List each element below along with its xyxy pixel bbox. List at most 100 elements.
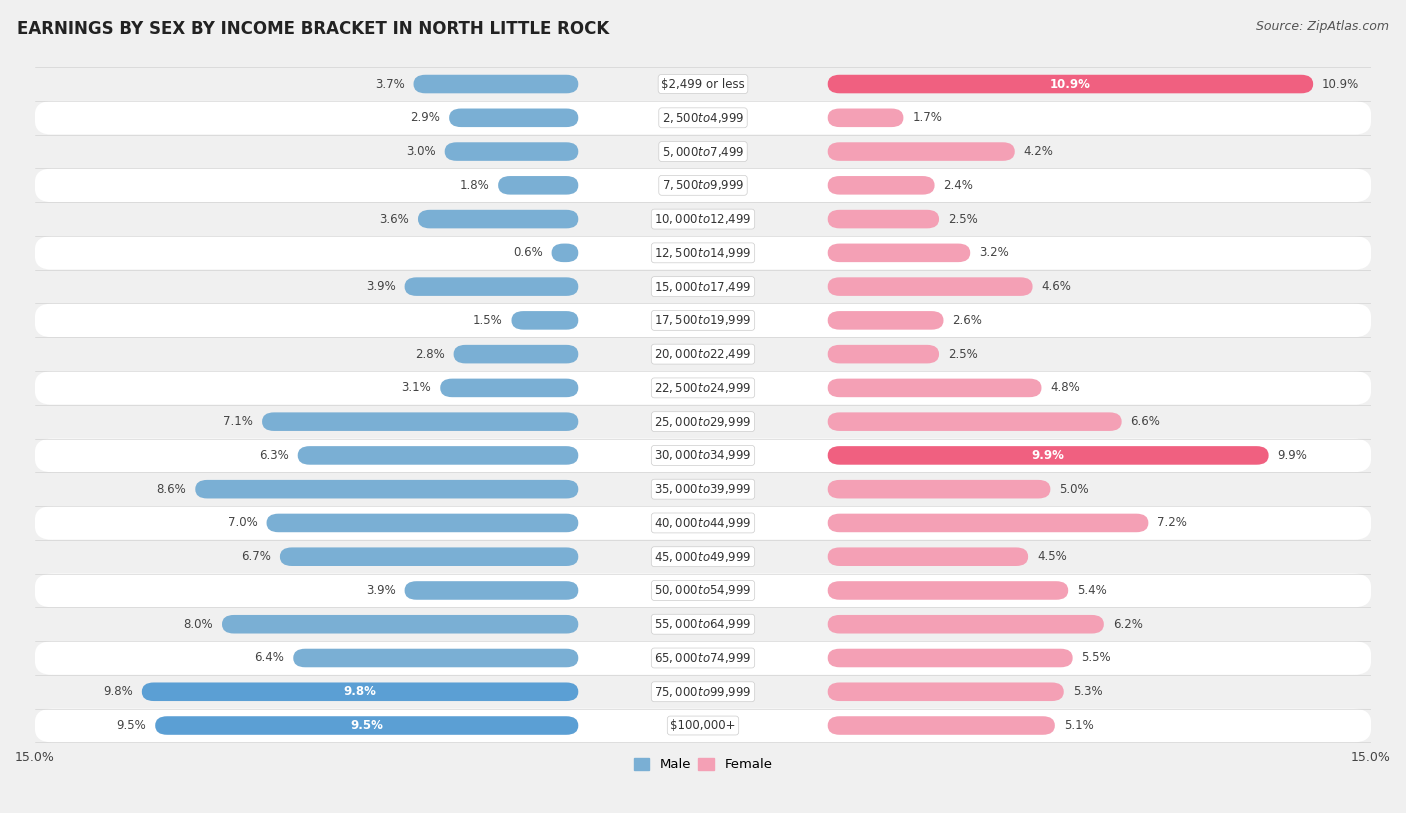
- FancyBboxPatch shape: [828, 108, 904, 127]
- Text: $2,500 to $4,999: $2,500 to $4,999: [662, 111, 744, 125]
- Text: $30,000 to $34,999: $30,000 to $34,999: [654, 449, 752, 463]
- FancyBboxPatch shape: [828, 649, 1073, 667]
- FancyBboxPatch shape: [267, 514, 578, 533]
- Legend: Male, Female: Male, Female: [628, 753, 778, 776]
- FancyBboxPatch shape: [498, 176, 578, 194]
- Text: 8.6%: 8.6%: [156, 483, 187, 496]
- FancyBboxPatch shape: [35, 506, 1371, 540]
- FancyBboxPatch shape: [35, 709, 1371, 742]
- FancyBboxPatch shape: [828, 345, 939, 363]
- FancyBboxPatch shape: [828, 379, 1042, 398]
- Text: $5,000 to $7,499: $5,000 to $7,499: [662, 145, 744, 159]
- Text: $7,500 to $9,999: $7,500 to $9,999: [662, 178, 744, 193]
- Text: 4.5%: 4.5%: [1038, 550, 1067, 563]
- FancyBboxPatch shape: [512, 311, 578, 329]
- Text: 3.0%: 3.0%: [406, 145, 436, 158]
- Text: 7.1%: 7.1%: [224, 415, 253, 428]
- Text: 4.6%: 4.6%: [1042, 280, 1071, 293]
- FancyBboxPatch shape: [280, 547, 578, 566]
- Text: 2.5%: 2.5%: [948, 212, 977, 225]
- Text: 4.8%: 4.8%: [1050, 381, 1080, 394]
- FancyBboxPatch shape: [35, 607, 1371, 641]
- Text: 8.0%: 8.0%: [183, 618, 214, 631]
- Text: 3.6%: 3.6%: [380, 212, 409, 225]
- Text: $50,000 to $54,999: $50,000 to $54,999: [654, 584, 752, 598]
- FancyBboxPatch shape: [35, 270, 1371, 303]
- FancyBboxPatch shape: [155, 716, 578, 735]
- FancyBboxPatch shape: [35, 168, 1371, 202]
- FancyBboxPatch shape: [828, 311, 943, 329]
- FancyBboxPatch shape: [828, 446, 1268, 465]
- Text: $12,500 to $14,999: $12,500 to $14,999: [654, 246, 752, 260]
- Text: 6.3%: 6.3%: [259, 449, 288, 462]
- FancyBboxPatch shape: [405, 277, 578, 296]
- FancyBboxPatch shape: [35, 135, 1371, 168]
- FancyBboxPatch shape: [828, 277, 1032, 296]
- FancyBboxPatch shape: [413, 75, 578, 93]
- FancyBboxPatch shape: [828, 547, 1028, 566]
- FancyBboxPatch shape: [828, 244, 970, 262]
- Text: 9.5%: 9.5%: [350, 719, 384, 732]
- Text: 9.9%: 9.9%: [1032, 449, 1064, 462]
- Text: $20,000 to $22,499: $20,000 to $22,499: [654, 347, 752, 361]
- FancyBboxPatch shape: [444, 142, 578, 161]
- Text: 3.1%: 3.1%: [402, 381, 432, 394]
- FancyBboxPatch shape: [828, 615, 1104, 633]
- Text: $25,000 to $29,999: $25,000 to $29,999: [654, 415, 752, 428]
- Text: $17,500 to $19,999: $17,500 to $19,999: [654, 313, 752, 328]
- FancyBboxPatch shape: [828, 716, 1054, 735]
- Text: 10.9%: 10.9%: [1322, 77, 1360, 90]
- Text: 3.2%: 3.2%: [979, 246, 1010, 259]
- FancyBboxPatch shape: [828, 682, 1064, 701]
- Text: $35,000 to $39,999: $35,000 to $39,999: [654, 482, 752, 496]
- Text: $22,500 to $24,999: $22,500 to $24,999: [654, 381, 752, 395]
- FancyBboxPatch shape: [418, 210, 578, 228]
- FancyBboxPatch shape: [35, 405, 1371, 438]
- FancyBboxPatch shape: [35, 303, 1371, 337]
- Text: 2.9%: 2.9%: [411, 111, 440, 124]
- Text: 5.4%: 5.4%: [1077, 584, 1107, 597]
- Text: 7.2%: 7.2%: [1157, 516, 1187, 529]
- FancyBboxPatch shape: [828, 75, 1313, 93]
- Text: 9.8%: 9.8%: [343, 685, 377, 698]
- FancyBboxPatch shape: [35, 101, 1371, 135]
- FancyBboxPatch shape: [35, 438, 1371, 472]
- FancyBboxPatch shape: [35, 67, 1371, 101]
- FancyBboxPatch shape: [828, 514, 1149, 533]
- Text: $45,000 to $49,999: $45,000 to $49,999: [654, 550, 752, 563]
- Text: 9.8%: 9.8%: [103, 685, 134, 698]
- FancyBboxPatch shape: [828, 412, 1122, 431]
- FancyBboxPatch shape: [828, 210, 939, 228]
- Text: 1.8%: 1.8%: [460, 179, 489, 192]
- FancyBboxPatch shape: [262, 412, 578, 431]
- Text: 7.0%: 7.0%: [228, 516, 257, 529]
- FancyBboxPatch shape: [35, 641, 1371, 675]
- Text: 2.5%: 2.5%: [948, 348, 977, 361]
- Text: 5.1%: 5.1%: [1064, 719, 1094, 732]
- Text: 6.7%: 6.7%: [240, 550, 271, 563]
- FancyBboxPatch shape: [35, 202, 1371, 236]
- Text: $10,000 to $12,499: $10,000 to $12,499: [654, 212, 752, 226]
- FancyBboxPatch shape: [35, 371, 1371, 405]
- FancyBboxPatch shape: [828, 581, 1069, 600]
- FancyBboxPatch shape: [440, 379, 578, 398]
- Text: 1.5%: 1.5%: [472, 314, 502, 327]
- FancyBboxPatch shape: [195, 480, 578, 498]
- Text: 5.3%: 5.3%: [1073, 685, 1102, 698]
- FancyBboxPatch shape: [828, 142, 1015, 161]
- FancyBboxPatch shape: [142, 682, 578, 701]
- FancyBboxPatch shape: [828, 480, 1050, 498]
- Text: $75,000 to $99,999: $75,000 to $99,999: [654, 685, 752, 698]
- FancyBboxPatch shape: [454, 345, 578, 363]
- FancyBboxPatch shape: [35, 675, 1371, 709]
- FancyBboxPatch shape: [35, 472, 1371, 506]
- Text: Source: ZipAtlas.com: Source: ZipAtlas.com: [1256, 20, 1389, 33]
- Text: 10.9%: 10.9%: [1050, 77, 1091, 90]
- Text: 1.7%: 1.7%: [912, 111, 942, 124]
- FancyBboxPatch shape: [405, 581, 578, 600]
- Text: $65,000 to $74,999: $65,000 to $74,999: [654, 651, 752, 665]
- Text: $15,000 to $17,499: $15,000 to $17,499: [654, 280, 752, 293]
- Text: 3.9%: 3.9%: [366, 280, 395, 293]
- Text: 9.9%: 9.9%: [1278, 449, 1308, 462]
- Text: 0.6%: 0.6%: [513, 246, 543, 259]
